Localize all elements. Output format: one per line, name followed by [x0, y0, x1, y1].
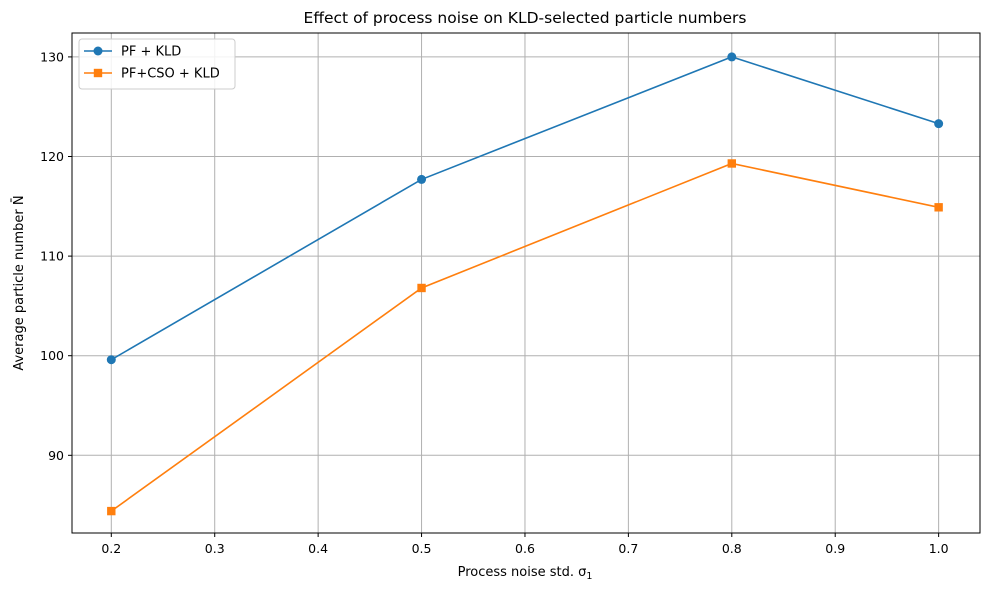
x-tick-label: 0.2: [101, 541, 121, 556]
legend-box: [78, 38, 236, 90]
series-layer: [106, 52, 944, 516]
legend-marker: [93, 68, 103, 78]
x-tick-label: 0.3: [205, 541, 225, 556]
y-tick-label: 110: [40, 249, 64, 264]
grid: [72, 33, 980, 533]
series-line: [110, 162, 939, 512]
data-point: [107, 506, 116, 516]
x-axis: 0.2 0.3 0.4 0.5 0.6 0.7 0.8 0.9 1.0: [101, 533, 949, 556]
x-axis-label-subscript: 1: [586, 571, 592, 582]
series-pf-kld: [106, 52, 944, 365]
y-tick-label: 130: [40, 49, 64, 64]
y-axis-label: Average particle number N̄: [12, 195, 27, 370]
chart-title: Effect of process noise on KLD-selected …: [304, 9, 747, 27]
data-point: [417, 174, 427, 184]
x-tick-label: 0.8: [722, 541, 742, 556]
x-axis-label-main: Process noise std. σ: [458, 565, 587, 580]
y-tick-label: 100: [40, 348, 64, 363]
data-point: [934, 203, 943, 212]
y-axis: 90 100 110 120 130: [40, 49, 72, 463]
legend-marker: [93, 46, 103, 56]
x-axis-label: Process noise std. σ1: [458, 565, 593, 582]
y-tick-label: 90: [48, 448, 64, 463]
series-line: [110, 56, 939, 361]
legend-label: PF+CSO + KLD: [121, 67, 220, 82]
x-tick-label: 1.0: [929, 541, 949, 556]
legend: PF + KLD PF+CSO + KLD: [78, 38, 236, 90]
legend-item: PF + KLD: [84, 45, 181, 60]
legend-label: PF + KLD: [121, 45, 181, 60]
series-pf-cso-kld: [107, 159, 943, 516]
plot-frame: [71, 32, 981, 534]
data-point: [106, 355, 116, 365]
legend-item: PF+CSO + KLD: [84, 67, 220, 82]
x-tick-label: 0.4: [308, 541, 328, 556]
x-tick-label: 0.9: [825, 541, 845, 556]
data-point: [727, 52, 737, 62]
x-tick-label: 0.5: [412, 541, 432, 556]
x-tick-label: 0.7: [618, 541, 638, 556]
y-tick-label: 120: [40, 149, 64, 164]
data-point: [727, 159, 736, 168]
x-tick-label: 0.6: [515, 541, 535, 556]
data-point: [934, 119, 944, 129]
data-point: [417, 283, 426, 293]
